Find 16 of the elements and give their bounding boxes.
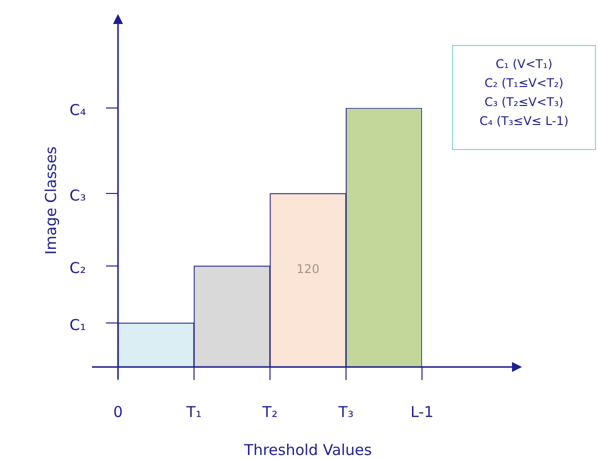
text: T₁ <box>185 402 202 421</box>
x-axis-title: Threshold Values <box>243 440 372 459</box>
text: T₃ <box>337 402 354 421</box>
text: C₃ (T₂≤V<T₃) <box>484 94 564 111</box>
text: 0 <box>113 402 123 421</box>
text: L-1 <box>410 402 434 421</box>
text: C₃ <box>70 186 86 204</box>
text: C₄ <box>70 100 86 119</box>
y-axis-title: Image Classes <box>42 146 60 255</box>
text: C₄ (T₃≤V≤ L-1) <box>478 113 570 130</box>
annotation: 120 <box>296 262 320 276</box>
text: C₂ (T₁≤V<T₂) <box>484 75 564 92</box>
text: C₁ (V<T₁) <box>494 56 554 73</box>
text: T₂ <box>261 402 278 421</box>
text: C₁ <box>70 316 86 334</box>
text: C₂ <box>70 258 86 277</box>
